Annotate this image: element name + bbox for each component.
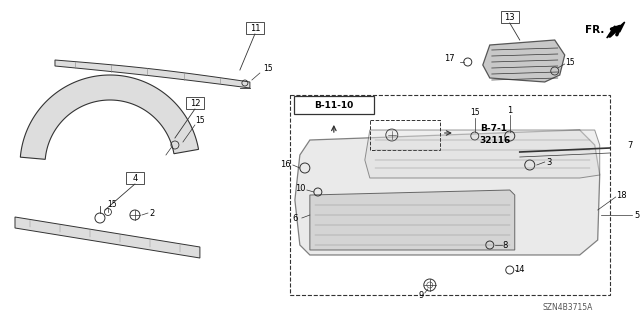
Polygon shape bbox=[20, 75, 198, 159]
Text: 8: 8 bbox=[502, 241, 508, 250]
Text: 15: 15 bbox=[565, 58, 575, 67]
Polygon shape bbox=[310, 190, 515, 250]
Bar bbox=[290, 95, 610, 295]
Text: 2: 2 bbox=[149, 209, 154, 218]
Text: 12: 12 bbox=[189, 99, 200, 108]
Polygon shape bbox=[365, 130, 600, 178]
Text: 15: 15 bbox=[107, 199, 116, 209]
Text: 4: 4 bbox=[132, 173, 138, 182]
Bar bbox=[370, 120, 440, 150]
Text: 9: 9 bbox=[418, 291, 424, 300]
Text: 3: 3 bbox=[546, 157, 552, 166]
Text: 14: 14 bbox=[515, 266, 525, 275]
Bar bbox=[186, 97, 204, 109]
Text: 6: 6 bbox=[292, 213, 298, 222]
Text: 7: 7 bbox=[627, 140, 632, 149]
Text: 15: 15 bbox=[470, 108, 479, 116]
Polygon shape bbox=[55, 60, 250, 88]
Polygon shape bbox=[295, 130, 600, 255]
Text: 11: 11 bbox=[250, 23, 260, 33]
Polygon shape bbox=[15, 217, 200, 258]
Text: 5: 5 bbox=[634, 211, 639, 220]
Text: 15: 15 bbox=[263, 63, 273, 73]
Text: 13: 13 bbox=[504, 12, 515, 21]
Bar bbox=[246, 22, 264, 34]
Text: SZN4B3715A: SZN4B3715A bbox=[543, 303, 593, 313]
Polygon shape bbox=[607, 22, 625, 38]
Polygon shape bbox=[483, 40, 564, 82]
Text: 18: 18 bbox=[616, 190, 627, 199]
Text: 1: 1 bbox=[507, 106, 513, 115]
Text: B-7-1: B-7-1 bbox=[480, 124, 507, 132]
Text: 16: 16 bbox=[280, 159, 291, 169]
Text: B-11-10: B-11-10 bbox=[314, 100, 353, 109]
Bar bbox=[126, 172, 144, 184]
Text: FR.: FR. bbox=[585, 25, 604, 35]
Text: 32116: 32116 bbox=[480, 135, 511, 145]
Text: 17: 17 bbox=[444, 53, 455, 62]
FancyBboxPatch shape bbox=[294, 96, 374, 114]
Bar bbox=[500, 11, 519, 23]
Text: 15: 15 bbox=[195, 116, 205, 124]
Text: 10: 10 bbox=[294, 183, 305, 193]
